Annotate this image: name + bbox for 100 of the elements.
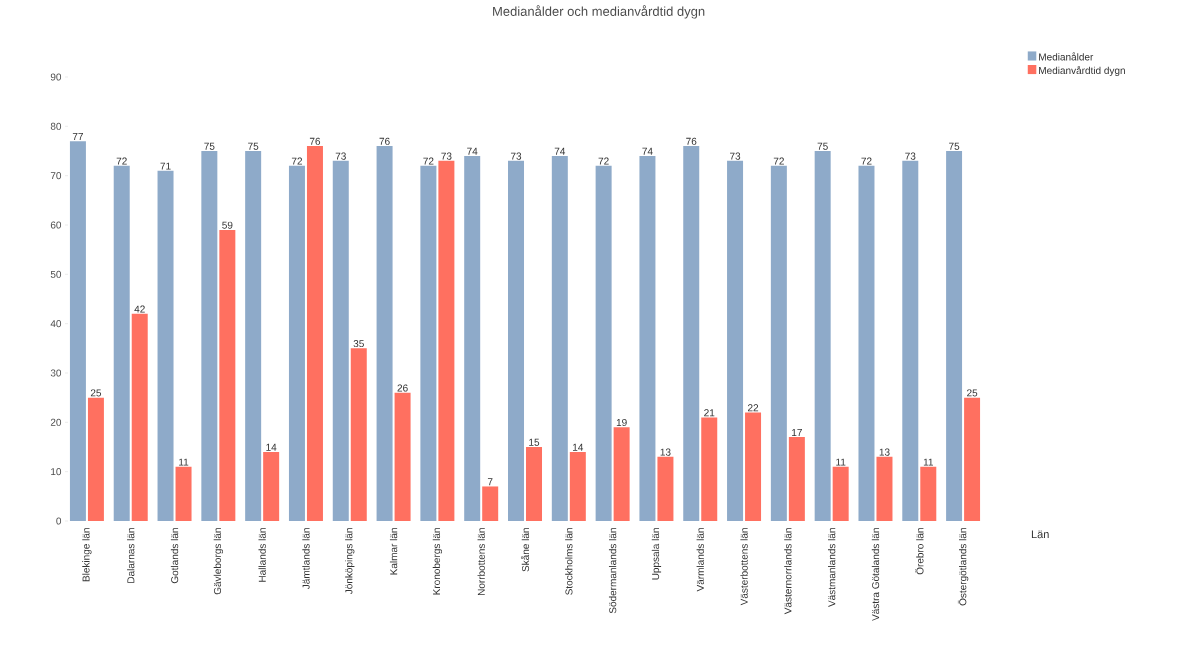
x-tick-label: Gotlands län [170,528,179,584]
bar [832,466,849,521]
bar [814,150,831,521]
bar [219,229,236,521]
x-tick-label: Västerbottens län [740,528,748,606]
data-label: 76 [686,137,697,145]
data-label: 76 [379,137,390,145]
bar [657,456,674,521]
chart-title: Medianålder och medianvårdtid dygn [493,5,705,19]
data-label: 14 [266,443,277,451]
data-label: 59 [222,221,233,229]
bar [902,160,919,521]
y-tick-label: 60 [50,221,62,229]
y-tick-label: 40 [50,320,62,328]
data-label: 72 [116,157,127,165]
x-tick-label: Kronobergs län [432,528,443,595]
bar [175,466,192,521]
y-tick-label: 0 [56,517,62,525]
bar [69,141,86,521]
y-tick-label: 30 [50,369,62,377]
x-tick-label: Östergötlands län [957,528,969,606]
bar [770,165,787,521]
legend-label: Medianålder [1039,52,1094,61]
x-tick-label: Skåne län [520,528,530,572]
data-label: 72 [598,157,609,165]
bar [595,165,612,521]
bar [131,313,148,521]
x-tick-label: Blekinge län [82,528,92,582]
data-label: 74 [467,147,478,155]
x-tick-label: Jönköpings län [345,528,355,595]
x-tick-label: Västmanlands län [828,528,836,607]
x-tick-label: Uppsala län [651,528,662,580]
bar [87,397,104,521]
bar [727,160,744,521]
y-tick-label: 90 [50,73,62,81]
data-label: 75 [817,142,828,150]
data-label: 75 [949,142,960,150]
data-label: 7 [487,478,493,486]
data-label: 71 [160,162,171,170]
bar [613,427,630,521]
bar [964,397,981,521]
data-label: 76 [309,137,321,145]
data-label: 75 [248,142,259,150]
x-tick-label: Gävleborgs län [213,528,223,595]
data-label: 21 [704,409,715,417]
bar [263,451,280,521]
data-label: 72 [773,157,784,165]
data-label: 17 [792,429,802,436]
y-tick-label: 70 [50,172,62,180]
bar [113,165,130,521]
x-tick-label: Dalarnas län [127,528,135,583]
y-tick-label: 10 [51,468,62,476]
data-label: 11 [836,458,846,466]
data-label: 25 [967,389,978,397]
data-label: 42 [134,305,145,313]
data-label: 74 [554,147,566,155]
x-tick-label: Södermanlands län [608,528,617,614]
bar [482,486,499,521]
data-label: 11 [923,458,933,466]
y-tick-label: 50 [50,270,62,278]
data-label: 77 [72,133,83,140]
bar [508,160,525,521]
bar [306,146,323,521]
bar [701,417,718,521]
bar [464,155,481,521]
bar [376,146,393,521]
data-label: 26 [397,384,408,392]
x-tick-label: Hallands län [258,528,266,582]
bar [526,446,543,521]
bar [788,437,805,521]
bar [876,456,893,521]
y-tick-label: 80 [50,122,62,130]
data-label: 73 [905,152,916,160]
bar [946,150,963,521]
data-label: 72 [861,157,872,165]
data-label: 72 [423,157,434,165]
x-tick-label: Västernorrlands län [784,528,792,615]
data-label: 35 [353,340,364,348]
x-tick-label: Norrbottens län [477,528,485,596]
bar [438,160,455,521]
x-axis-title: Län [1031,530,1049,539]
bar [420,165,437,521]
data-label: 73 [730,152,741,160]
x-tick-label: Stockholms län [565,528,573,595]
x-tick-label: Örebro län [915,528,924,575]
data-label: 72 [291,157,303,165]
data-label: 19 [616,418,627,427]
data-label: 22 [747,404,759,412]
data-label: 13 [660,448,671,456]
bar [551,155,568,521]
data-label: 75 [204,142,215,150]
bar [920,466,937,521]
data-label: 73 [335,152,346,160]
bar [288,165,305,521]
legend-label: Medianvårdtid dygn [1039,65,1125,77]
data-label: 73 [510,152,522,160]
x-tick-label: Västra Götalands län [871,528,880,621]
data-label: 25 [90,389,102,397]
x-tick-label: Värmlands län [696,528,704,592]
bar [201,150,218,521]
